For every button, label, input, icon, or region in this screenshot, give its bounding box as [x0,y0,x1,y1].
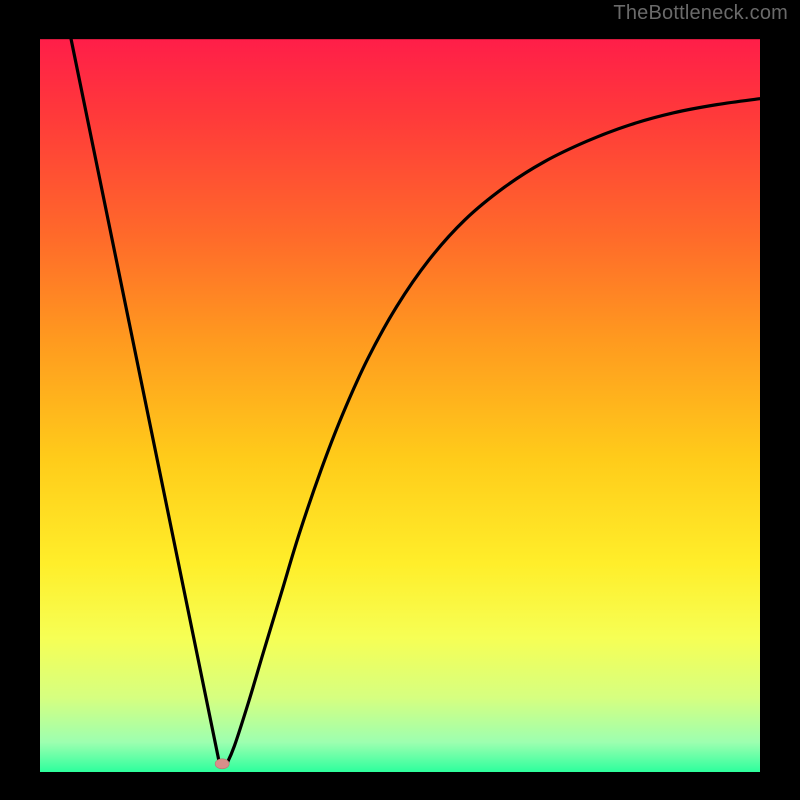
bottleneck-chart [0,0,800,800]
min-point-marker [215,759,229,769]
watermark-text: TheBottleneck.com [613,2,788,25]
plot-gradient-area [40,28,760,772]
chart-root: TheBottleneck.com [0,0,800,800]
plot-top-band [40,28,760,39]
